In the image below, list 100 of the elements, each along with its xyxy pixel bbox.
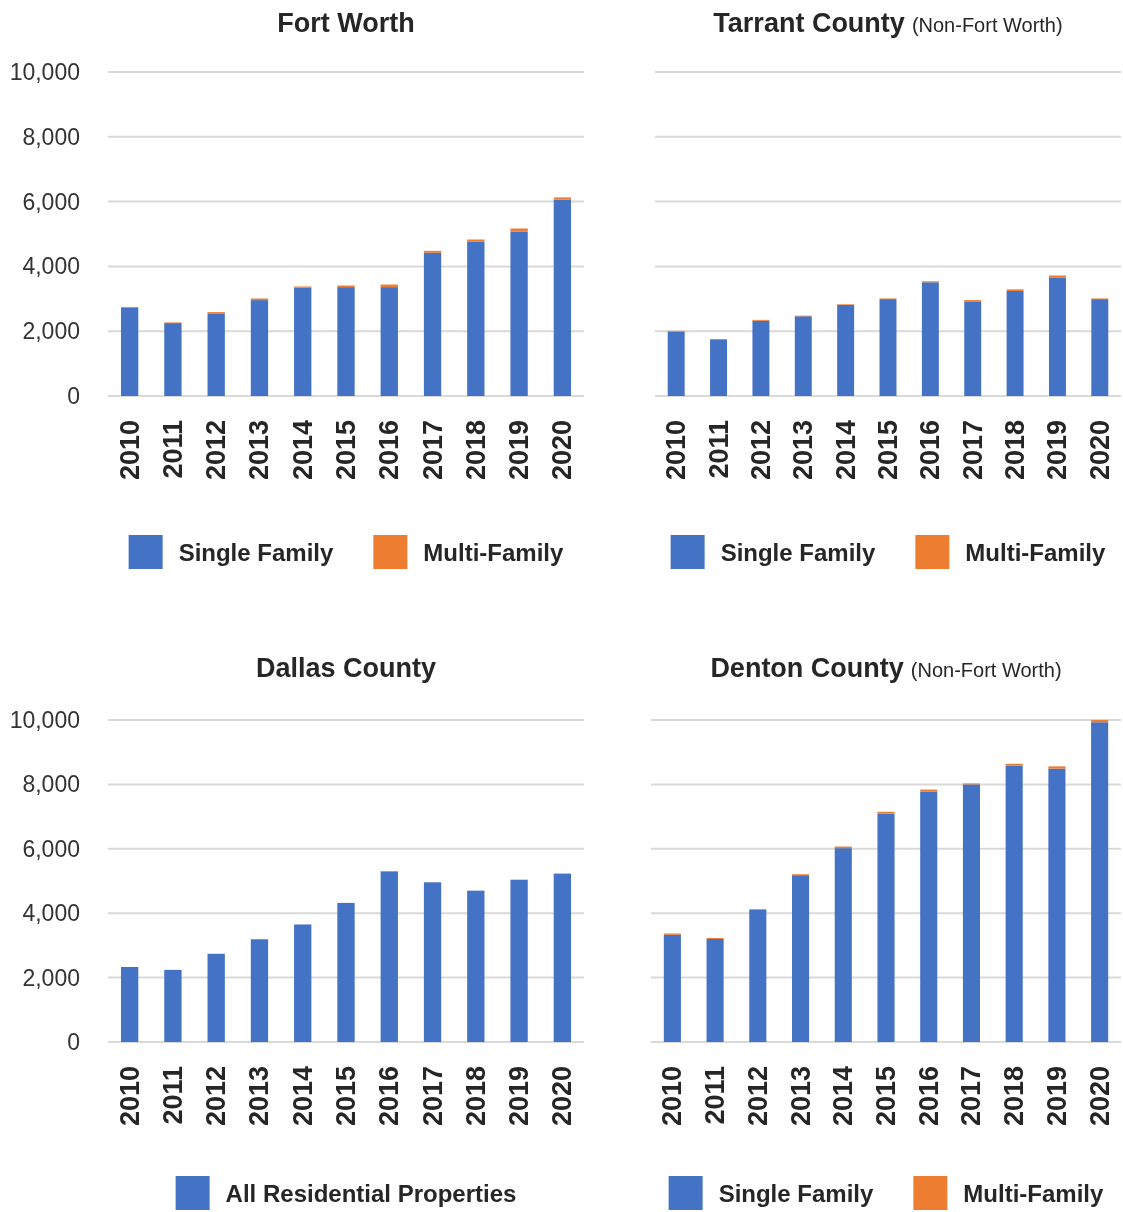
x-tick-label: 2015 bbox=[331, 1066, 361, 1127]
x-tick-label: 2017 bbox=[417, 1066, 448, 1127]
x-tick-label: 2012 bbox=[201, 1066, 232, 1127]
y-tick-label: 8,000 bbox=[22, 771, 80, 798]
x-tick-label: 2013 bbox=[244, 420, 275, 481]
x-tick-label: 2014 bbox=[287, 420, 318, 481]
x-tick-label: 2013 bbox=[244, 1066, 275, 1127]
legend-label: Single Family bbox=[178, 538, 334, 566]
bar bbox=[120, 966, 139, 1042]
x-tick-label: 2019 bbox=[504, 1066, 535, 1127]
x-tick-label: 2016 bbox=[913, 1066, 944, 1127]
bar bbox=[164, 323, 182, 396]
bar bbox=[380, 287, 398, 396]
bar bbox=[1091, 299, 1109, 396]
x-tick-label: 2015 bbox=[873, 420, 903, 481]
x-tick-label: 2018 bbox=[1000, 420, 1031, 481]
x-tick-label: 2018 bbox=[460, 1066, 491, 1127]
legend-label: All Residential Properties bbox=[225, 1179, 517, 1207]
bar bbox=[710, 339, 728, 396]
y-tick-label: 4,000 bbox=[22, 253, 80, 280]
y-tick-label: 0 bbox=[67, 1029, 80, 1055]
x-tick-label: 2011 bbox=[700, 1066, 731, 1125]
legend-label: Multi-Family bbox=[963, 1179, 1105, 1207]
x-tick-label: 2018 bbox=[999, 1066, 1030, 1127]
x-tick-label: 2010 bbox=[114, 1066, 145, 1127]
bar bbox=[1048, 766, 1066, 769]
bar bbox=[1005, 765, 1023, 1042]
bar bbox=[920, 791, 938, 1042]
bar bbox=[510, 228, 528, 232]
bar bbox=[706, 938, 724, 1042]
bar bbox=[962, 784, 980, 1042]
bar bbox=[553, 199, 572, 396]
bar bbox=[164, 969, 182, 1042]
x-tick-label: 2014 bbox=[287, 1066, 318, 1127]
y-tick-label: 2,000 bbox=[22, 318, 80, 345]
bar bbox=[1048, 768, 1066, 1042]
bar bbox=[1006, 291, 1024, 396]
bar bbox=[423, 252, 442, 396]
x-tick-label: 2020 bbox=[1084, 1066, 1115, 1127]
y-tick-label: 6,000 bbox=[22, 835, 80, 862]
x-tick-label: 2019 bbox=[1042, 420, 1073, 481]
bar bbox=[752, 320, 770, 396]
bar bbox=[877, 813, 895, 1042]
x-tick-label: 2019 bbox=[504, 420, 535, 481]
bar bbox=[921, 282, 939, 396]
bar bbox=[510, 879, 528, 1042]
bar bbox=[663, 934, 681, 1042]
y-tick-label: 10,000 bbox=[9, 707, 80, 733]
x-tick-label: 2012 bbox=[201, 420, 232, 481]
y-tick-label: 0 bbox=[67, 383, 80, 409]
x-tick-label: 2014 bbox=[828, 1066, 859, 1127]
x-tick-label: 2016 bbox=[915, 420, 946, 481]
chart-subtitle: (Non-Fort Worth) bbox=[911, 14, 1063, 36]
x-tick-label: 2017 bbox=[957, 420, 988, 481]
chart-subtitle: (Non-Fort Worth) bbox=[910, 659, 1062, 681]
y-tick-label: 2,000 bbox=[22, 964, 80, 991]
x-tick-label: 2013 bbox=[785, 1066, 816, 1127]
x-tick-label: 2017 bbox=[417, 420, 448, 481]
x-tick-label: 2020 bbox=[547, 1066, 578, 1127]
x-tick-label: 2015 bbox=[331, 420, 361, 481]
bar bbox=[1048, 277, 1066, 396]
bar bbox=[964, 301, 982, 396]
y-tick-label: 4,000 bbox=[22, 900, 80, 927]
x-tick-label: 2012 bbox=[742, 1066, 773, 1127]
x-tick-label: 2011 bbox=[157, 1066, 188, 1125]
y-tick-label: 8,000 bbox=[22, 123, 80, 150]
x-tick-label: 2016 bbox=[374, 1066, 405, 1127]
x-tick-label: 2018 bbox=[460, 420, 491, 481]
x-tick-label: 2019 bbox=[1041, 1066, 1072, 1127]
bar bbox=[250, 300, 269, 396]
bar bbox=[467, 890, 485, 1042]
x-tick-label: 2013 bbox=[788, 420, 819, 481]
bar bbox=[294, 924, 312, 1042]
bar bbox=[667, 331, 685, 396]
bar bbox=[120, 307, 139, 396]
x-tick-label: 2020 bbox=[1084, 420, 1115, 481]
chart-title: Dallas County bbox=[255, 653, 437, 683]
bar bbox=[337, 902, 355, 1042]
bar bbox=[553, 873, 572, 1042]
x-tick-label: 2010 bbox=[114, 420, 145, 481]
x-tick-label: 2010 bbox=[661, 420, 692, 481]
legend-label: Multi-Family bbox=[423, 538, 565, 566]
x-tick-label: 2012 bbox=[745, 420, 776, 481]
bar bbox=[467, 241, 485, 396]
x-tick-label: 2014 bbox=[830, 420, 861, 481]
bar bbox=[749, 909, 767, 1042]
bar bbox=[792, 875, 810, 1042]
x-tick-label: 2017 bbox=[956, 1066, 987, 1127]
legend-label: Multi-Family bbox=[965, 538, 1107, 566]
chart-title: Tarrant County bbox=[713, 8, 905, 38]
bar bbox=[794, 316, 812, 396]
y-tick-label: 6,000 bbox=[22, 188, 80, 215]
legend-label: Single Family bbox=[720, 538, 876, 566]
bar bbox=[423, 882, 442, 1042]
bar bbox=[553, 197, 572, 200]
bar bbox=[837, 304, 855, 396]
x-tick-label: 2015 bbox=[871, 1066, 901, 1127]
x-tick-label: 2010 bbox=[657, 1066, 688, 1127]
x-tick-label: 2011 bbox=[703, 420, 734, 479]
bar bbox=[250, 939, 269, 1042]
